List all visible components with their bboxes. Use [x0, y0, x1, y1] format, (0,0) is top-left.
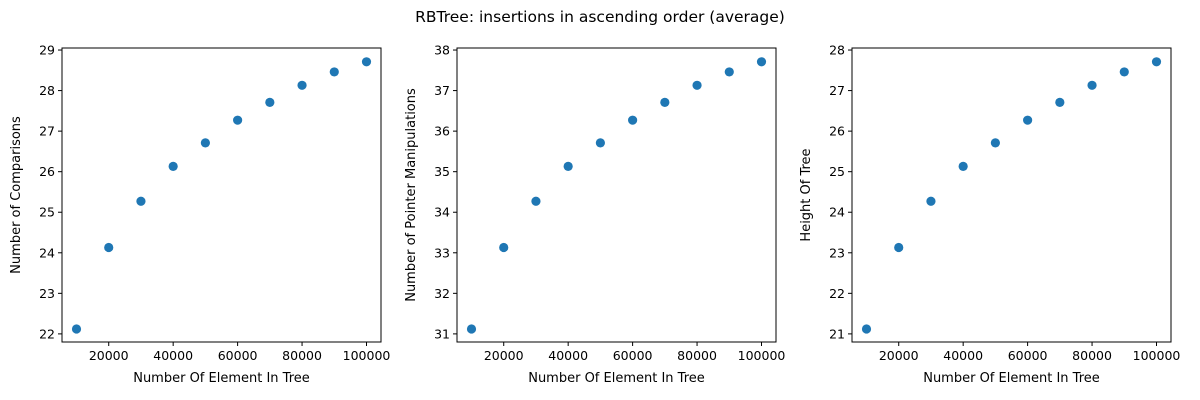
- data-point: [466, 324, 477, 334]
- data-point: [499, 242, 509, 253]
- subplot-1: 20000 40000 60000 80000 100000 22 23 24 25 26 27 28…: [9, 43, 390, 386]
- y-tick-label: 23: [39, 286, 55, 301]
- data-point: [724, 67, 734, 77]
- data-point: [531, 196, 541, 206]
- data-point: [1119, 67, 1129, 77]
- data-point: [168, 161, 178, 172]
- y-tick-label: 26: [39, 164, 55, 179]
- data-point: [1087, 80, 1097, 90]
- subplots-container: 20000 40000 60000 80000 100000 22 23 24 25 26 27 28…: [9, 43, 1180, 386]
- data-point: [265, 97, 275, 107]
- data-point: [628, 115, 638, 125]
- x-tick-label: 40000: [153, 348, 193, 363]
- plot-frame: [61, 47, 382, 343]
- y-axis-label: Height Of Tree: [799, 148, 814, 241]
- x-tick-label: 40000: [548, 348, 588, 363]
- figure-title: RBTree: insertions in ascending order (a…: [415, 8, 785, 26]
- data-point: [1055, 97, 1065, 107]
- subplot-2: 20000 40000 60000 80000 100000 31 32 33 34 35 36 37…: [404, 43, 785, 386]
- subplot-3: 20000 40000 60000 80000 100000 21 22 23 24 25 26 27…: [799, 43, 1180, 386]
- data-point: [958, 161, 968, 172]
- x-tick-label: 60000: [1008, 348, 1048, 363]
- y-axis-label: Number of Comparisons: [9, 116, 24, 274]
- y-tick-label: 27: [39, 124, 55, 139]
- x-axis-label: Number Of Element In Tree: [923, 371, 1100, 386]
- data-point: [660, 97, 670, 107]
- y-tick-label: 25: [39, 205, 55, 220]
- data-point: [329, 67, 339, 77]
- y-tick-label: 26: [829, 124, 845, 139]
- y-tick-label: 38: [434, 43, 450, 58]
- x-tick-label: 80000: [282, 348, 322, 363]
- x-tick-label: 20000: [879, 348, 919, 363]
- data-point: [136, 196, 146, 206]
- x-tick-label: 60000: [218, 348, 258, 363]
- plot-frame: [456, 47, 777, 343]
- x-tick-label: 20000: [89, 348, 129, 363]
- data-point: [563, 161, 573, 172]
- data-point: [361, 57, 372, 67]
- y-tick-label: 35: [434, 164, 450, 179]
- data-point: [692, 80, 702, 90]
- y-tick-label: 24: [39, 245, 55, 260]
- data-point: [71, 324, 82, 334]
- y-tick-label: 24: [829, 205, 845, 220]
- data-point: [1151, 57, 1162, 67]
- y-tick-label: 34: [434, 205, 450, 220]
- y-tick-label: 28: [829, 43, 845, 58]
- data-point: [595, 138, 605, 148]
- data-point: [104, 242, 114, 253]
- x-axis-label: Number Of Element In Tree: [528, 371, 705, 386]
- y-tick-label: 22: [829, 286, 845, 301]
- y-tick-label: 37: [434, 83, 450, 98]
- x-tick-label: 60000: [613, 348, 653, 363]
- y-tick-label: 36: [434, 124, 450, 139]
- y-tick-label: 31: [434, 326, 450, 341]
- data-point: [861, 324, 872, 334]
- data-point: [894, 242, 904, 253]
- data-point: [926, 196, 936, 206]
- y-tick-label: 29: [39, 43, 55, 58]
- x-tick-label: 80000: [1072, 348, 1112, 363]
- y-tick-label: 27: [829, 83, 845, 98]
- y-axis-label: Number of Pointer Manipulations: [404, 88, 419, 302]
- x-tick-label: 20000: [484, 348, 524, 363]
- x-tick-label: 100000: [1133, 348, 1181, 363]
- x-tick-label: 40000: [943, 348, 983, 363]
- y-tick-label: 23: [829, 245, 845, 260]
- data-point: [990, 138, 1000, 148]
- y-tick-label: 33: [434, 245, 450, 260]
- plot-frame: [851, 47, 1172, 343]
- data-point: [1023, 115, 1033, 125]
- data-point: [200, 138, 210, 148]
- x-tick-label: 80000: [677, 348, 717, 363]
- y-tick-label: 21: [829, 326, 845, 341]
- x-tick-label: 100000: [343, 348, 391, 363]
- data-point: [756, 57, 767, 67]
- y-tick-label: 32: [434, 286, 450, 301]
- x-tick-label: 100000: [738, 348, 786, 363]
- y-tick-label: 28: [39, 83, 55, 98]
- y-tick-label: 22: [39, 326, 55, 341]
- data-point: [297, 80, 307, 90]
- data-point: [233, 115, 243, 125]
- y-tick-label: 25: [829, 164, 845, 179]
- x-axis-label: Number Of Element In Tree: [133, 371, 310, 386]
